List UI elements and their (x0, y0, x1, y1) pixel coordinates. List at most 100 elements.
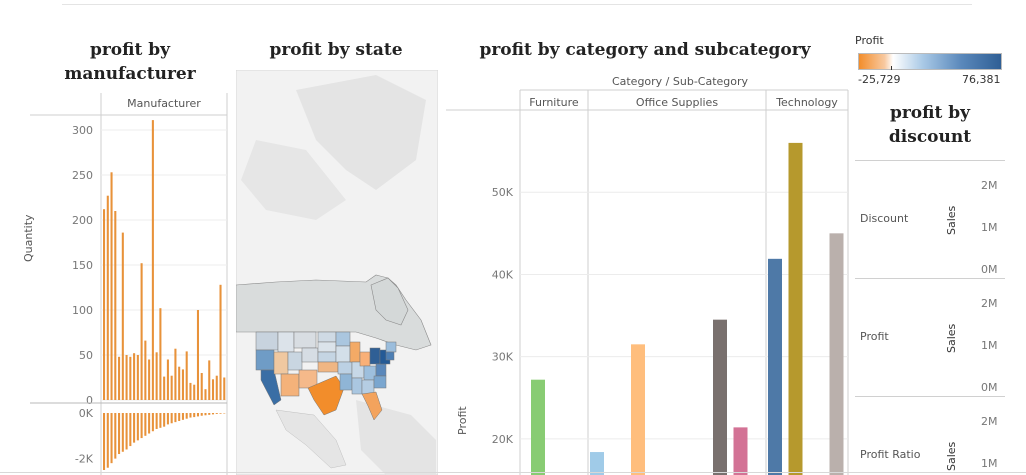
manufacturer-lower-bar (189, 413, 192, 418)
manufacturer-bar (215, 375, 218, 400)
manufacturer-bar (136, 355, 139, 400)
manufacturer-lower-bar (118, 413, 121, 455)
sales-axis-label: Sales (945, 441, 958, 471)
manufacturer-lower-bar (211, 413, 215, 415)
manufacturer-bar (170, 375, 173, 400)
manufacturer-bar (133, 353, 136, 400)
category-bar (768, 258, 782, 475)
manufacturer-lower-bar (170, 413, 173, 424)
manufacturer-y-tick: 200 (72, 214, 93, 227)
manufacturer-lower-bar (103, 413, 106, 470)
manufacturer-bar (118, 356, 121, 400)
mexico-region (275, 409, 347, 469)
category-bar (531, 379, 545, 475)
category-bar (631, 344, 645, 475)
manufacturer-lower-bar (185, 413, 188, 419)
manufacturer-lower-bar (114, 413, 117, 459)
manufacturer-bar (110, 172, 113, 400)
manufacturer-lower-bar (208, 413, 211, 415)
manufacturer-bar (125, 355, 128, 400)
category-group-label: Technology (775, 96, 838, 109)
category-group-label: Furniture (529, 96, 579, 109)
category-y-tick: 40K (492, 268, 514, 281)
manufacturer-lower-y-tick: -2K (75, 453, 94, 466)
manufacturer-bar (121, 232, 124, 400)
manufacturer-lower-bar (144, 413, 147, 436)
manufacturer-bar (144, 340, 147, 400)
category-group-label: Office Supplies (636, 96, 718, 109)
manufacturer-lower-bar (106, 413, 109, 468)
manufacturer-bar (208, 360, 211, 400)
manufacturer-bar (181, 369, 184, 400)
manufacturer-lower-bar (110, 413, 113, 464)
manufacturer-bar (196, 310, 200, 400)
manufacturer-bar (223, 377, 226, 400)
manufacturer-lower-bar (148, 413, 151, 434)
discount-row-label: Profit (860, 330, 889, 343)
category-y-tick: 20K (492, 433, 514, 446)
manufacturer-lower-bar (181, 413, 184, 420)
manufacturer-bar (174, 348, 177, 400)
manufacturer-bar (106, 195, 109, 400)
discount-row-divider (855, 160, 1005, 161)
manufacturer-bar (159, 308, 162, 400)
manufacturer-lower-bar (140, 413, 143, 439)
sales-tick-label: 0M (981, 263, 998, 276)
top-divider (62, 4, 972, 5)
manufacturer-lower-bar (200, 413, 203, 416)
state-map-title: profit by state (269, 40, 403, 60)
category-y-tick: 30K (492, 351, 514, 364)
manufacturer-lower-bar (215, 413, 218, 414)
discount-row-divider (855, 396, 1005, 397)
manufacturer-lower-bar (151, 413, 154, 432)
manufacturer-bar (151, 120, 154, 400)
manufacturer-bar (166, 359, 169, 400)
category-bar (733, 427, 748, 475)
category-header: Category / Sub-Category (611, 75, 749, 88)
profit-color-legend[interactable] (858, 53, 1002, 70)
manufacturer-y-tick: 250 (72, 169, 93, 182)
bottom-divider (0, 472, 1026, 473)
discount-row-label: Discount (860, 212, 909, 225)
usa-states[interactable] (255, 331, 397, 421)
manufacturer-bar (163, 376, 166, 400)
manufacturer-chart-title: profit by manufacturer (64, 40, 196, 84)
legend-max-label: 76,381 (962, 73, 1001, 86)
sales-tick-label: 1M (981, 457, 998, 470)
manufacturer-bar (200, 373, 203, 400)
manufacturer-y-tick: 50 (79, 349, 93, 362)
manufacturer-lower-bar (219, 413, 222, 414)
greenland-land (296, 75, 426, 190)
manufacturer-lower-bar (163, 413, 166, 427)
manufacturer-lower-bar (155, 413, 158, 429)
manufacturer-lower-bar (196, 413, 200, 417)
manufacturer-bar (140, 263, 143, 400)
manufacturer-lower-bar (174, 413, 177, 423)
legend-zero-marker (891, 66, 892, 70)
manufacturer-bar (211, 379, 215, 400)
category-bar (713, 319, 727, 475)
manufacturer-bar (204, 389, 207, 400)
canada-east-region (370, 277, 409, 326)
manufacturer-bar (155, 352, 158, 400)
sales-axis-label: Sales (945, 323, 958, 353)
legend-title: Profit (855, 34, 884, 47)
manufacturer-bar (219, 284, 222, 400)
discount-row-divider (855, 278, 1005, 279)
south-america-land (356, 400, 436, 475)
manufacturer-bar (185, 351, 188, 400)
manufacturer-bar (114, 211, 117, 400)
category-chart-title: profit by category and subcategory (479, 40, 811, 60)
category-y-tick: 50K (492, 186, 514, 199)
manufacturer-lower-bar (193, 413, 196, 418)
sales-tick-label: 1M (981, 339, 998, 352)
state-map[interactable] (236, 70, 438, 475)
category-bar (590, 452, 604, 475)
discount-row-label: Profit Ratio (860, 448, 921, 461)
manufacturer-bar (193, 384, 196, 400)
manufacturer-bar (148, 359, 151, 400)
arctic-land (241, 140, 346, 220)
manufacturer-y-tick: 150 (72, 259, 93, 272)
category-bar (788, 142, 803, 475)
manufacturer-lower-bar (166, 413, 169, 425)
